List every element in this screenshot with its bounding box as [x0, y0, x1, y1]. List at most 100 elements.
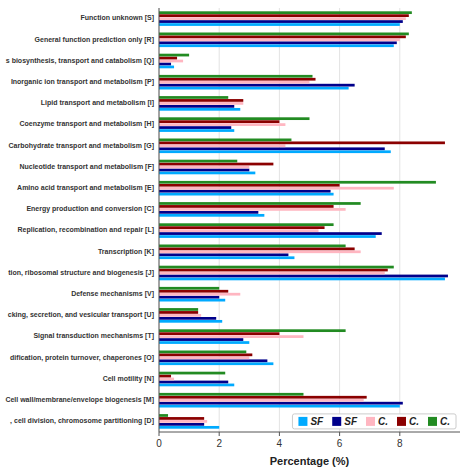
x-axis-label: Percentage (%): [270, 455, 350, 467]
bar: [159, 372, 225, 375]
grid-line: [279, 8, 280, 432]
y-tick-label: Inorganic ion transport and metabolism […: [11, 78, 154, 86]
bar: [159, 417, 204, 420]
y-tick-label: Coenzyme transport and metabolism [H]: [19, 120, 154, 128]
x-axis-line: [159, 432, 460, 433]
bar: [159, 296, 219, 299]
bar: [159, 44, 394, 47]
bar: [159, 353, 252, 356]
bar: [159, 362, 273, 365]
bar: [159, 108, 240, 111]
legend-swatch: [428, 417, 437, 426]
y-tick-label: Amino acid transport and metabolism [E]: [17, 184, 154, 192]
x-tick-label: 6: [337, 438, 343, 449]
x-tick: [219, 432, 220, 436]
bar: [159, 123, 285, 126]
grid-line: [219, 8, 220, 432]
bar: [159, 293, 240, 296]
series: [159, 11, 436, 417]
bar: [159, 38, 400, 41]
bar: [159, 32, 409, 35]
bar: [159, 247, 355, 250]
bar: [159, 181, 436, 184]
bar: [159, 356, 249, 359]
legend-swatch: [366, 417, 375, 426]
x-tick: [159, 432, 160, 436]
bar: [159, 426, 219, 429]
bar: [159, 332, 279, 335]
bar: [159, 84, 355, 87]
bar: [159, 275, 448, 278]
y-tick-label: Transcription [K]: [98, 248, 154, 256]
bar: [159, 63, 171, 66]
bar: [159, 244, 346, 247]
bar: [159, 35, 406, 38]
bar: [159, 341, 249, 344]
bar: [159, 150, 391, 153]
y-tick-label: Lipid transport and metabolism [I]: [41, 99, 154, 107]
x-tick: [339, 432, 340, 436]
bar: [159, 117, 310, 120]
bar: [159, 147, 385, 150]
grid-line: [159, 8, 160, 432]
bar: [159, 96, 228, 99]
bar: [159, 193, 334, 196]
y-tick-label: Defense mechanisms [V]: [71, 290, 154, 298]
y-tick-label: tion, ribosomal structure and biogenesis…: [8, 269, 154, 277]
x-axis: 02468: [156, 8, 460, 449]
legend-label: C.: [378, 416, 388, 427]
bar: [159, 169, 249, 172]
bar: [159, 144, 285, 147]
grid-line: [339, 8, 340, 432]
legend-label: SF: [344, 416, 358, 427]
bar: [159, 226, 325, 229]
bar: [159, 66, 174, 69]
bar: [159, 232, 382, 235]
bar: [159, 81, 310, 84]
legend-label: C.: [440, 416, 450, 427]
bar: [159, 272, 385, 275]
y-tick-label: Signal transduction mechanisms [T]: [33, 332, 154, 340]
bar: [159, 253, 288, 256]
y-tick-label: Cell motility [N]: [103, 375, 154, 383]
y-tick-label: Cell wall/membrane/envelope biogenesis […: [5, 396, 154, 404]
bar: [159, 405, 400, 408]
bar: [159, 23, 400, 26]
bar: [159, 378, 174, 381]
bar: [159, 214, 264, 217]
y-tick-label: cking, secretion, and vesicular transpor…: [8, 311, 154, 319]
bar: [159, 202, 361, 205]
grid-line: [399, 8, 400, 432]
y-tick-label: Nucleotide transport and metabolism [F]: [19, 163, 154, 171]
bar: [159, 78, 316, 81]
grid: [159, 8, 400, 432]
bar: [159, 311, 198, 314]
bar: [159, 290, 228, 293]
bar: [159, 54, 189, 57]
y-tick-labels: Function unknown [S]General function pre…: [5, 14, 154, 425]
bar: [159, 269, 388, 272]
bar: [159, 335, 303, 338]
bar: [159, 235, 376, 238]
bar: [159, 381, 228, 384]
y-tick-label: Replication, recombination and repair [L…: [17, 226, 154, 234]
bar: [159, 250, 361, 253]
bar: [159, 129, 234, 132]
bar: [159, 229, 319, 232]
legend-swatch: [298, 417, 307, 426]
bar: [159, 393, 303, 396]
y-tick-label: Carbohydrate transport and metabolism [G…: [9, 142, 154, 150]
bar: [159, 211, 258, 214]
bar: [159, 138, 291, 141]
legend: SFSFC.C.C.: [292, 414, 456, 429]
bar: [159, 223, 334, 226]
bar: [159, 187, 394, 190]
x-tick-label: 2: [216, 438, 222, 449]
y-tick-label: s biosynthesis, transport and catabolism…: [6, 57, 154, 65]
bar: [159, 172, 255, 175]
bar: [159, 120, 279, 123]
legend-swatch: [397, 417, 406, 426]
y-tick-label: Function unknown [S]: [81, 14, 155, 22]
bar: [159, 60, 183, 63]
legend-label: C.: [409, 416, 419, 427]
